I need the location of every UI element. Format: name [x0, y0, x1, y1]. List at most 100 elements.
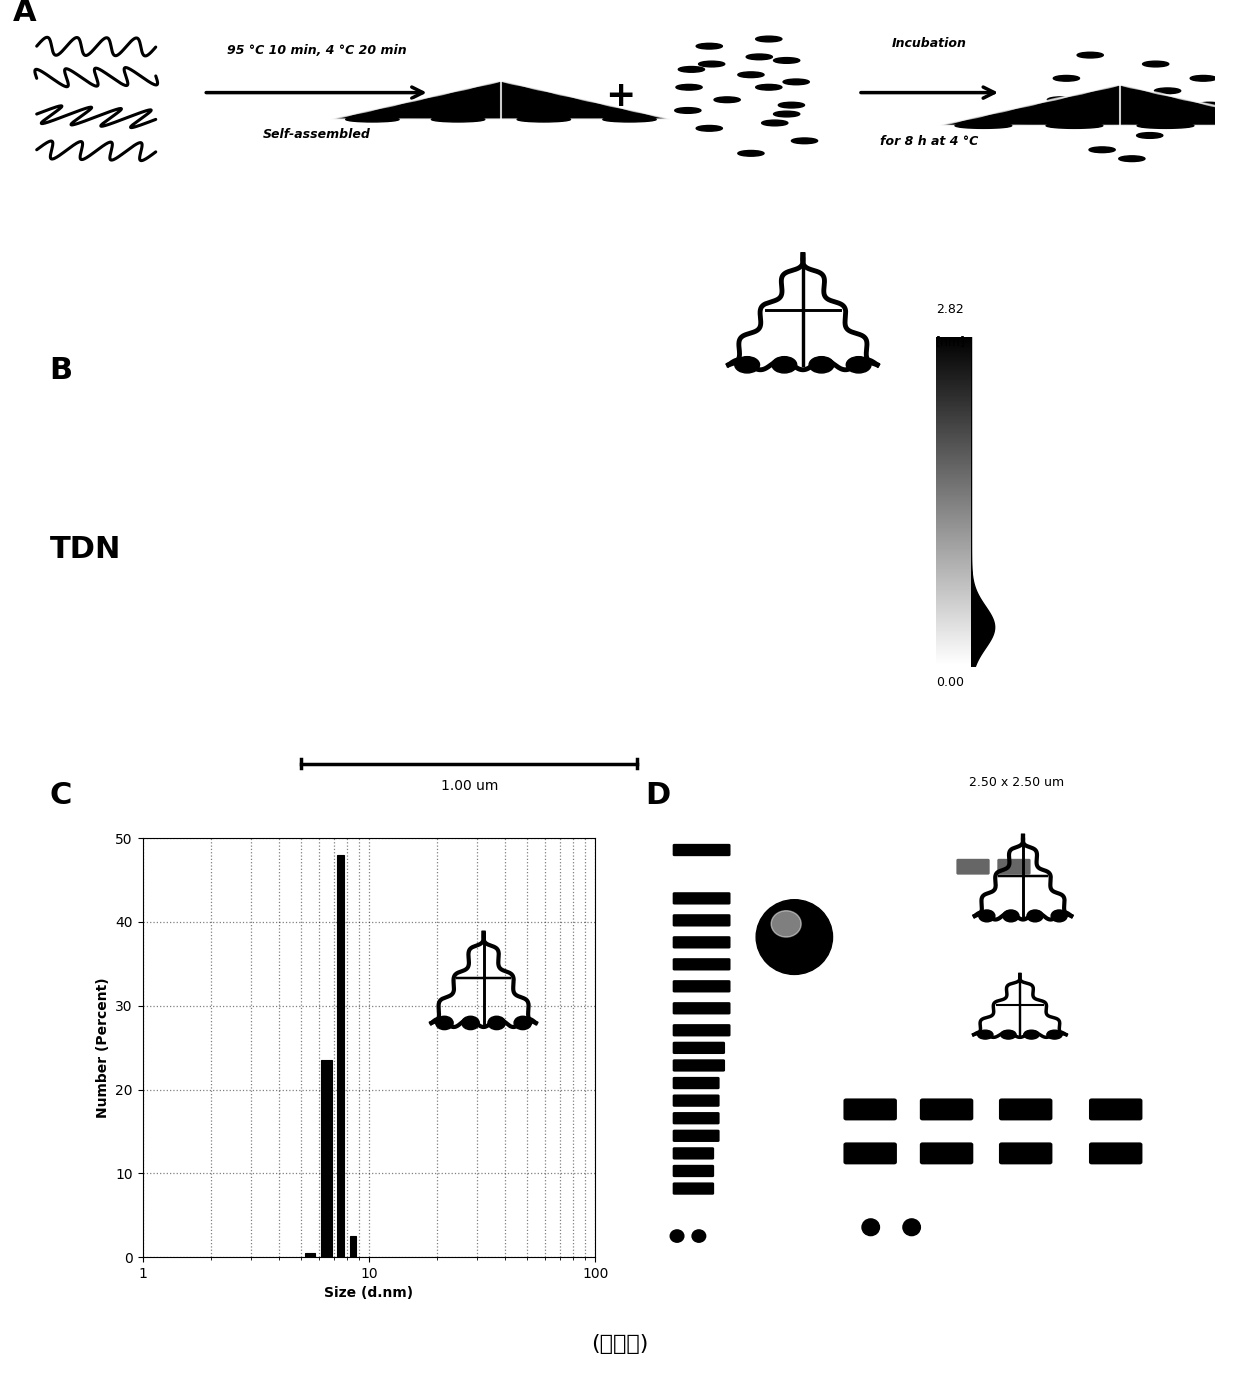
Bar	[305, 1253, 315, 1257]
Ellipse shape	[755, 84, 782, 91]
Bar	[336, 855, 345, 1257]
Ellipse shape	[714, 98, 740, 103]
Text: A: A	[12, 0, 36, 27]
Ellipse shape	[955, 122, 1012, 128]
FancyBboxPatch shape	[920, 1098, 973, 1120]
Ellipse shape	[1154, 88, 1180, 93]
Ellipse shape	[746, 54, 773, 59]
FancyBboxPatch shape	[920, 1142, 973, 1164]
X-axis label: Size (d.nm): Size (d.nm)	[325, 1286, 413, 1300]
FancyBboxPatch shape	[672, 936, 730, 948]
Polygon shape	[330, 81, 672, 120]
Ellipse shape	[1078, 52, 1104, 58]
Ellipse shape	[1053, 120, 1080, 126]
Ellipse shape	[432, 117, 485, 122]
Text: 0.00: 0.00	[936, 676, 965, 688]
Polygon shape	[937, 85, 1240, 125]
Ellipse shape	[696, 44, 723, 49]
FancyBboxPatch shape	[672, 1059, 725, 1072]
Text: [nm]: [nm]	[936, 335, 966, 348]
Ellipse shape	[435, 1017, 453, 1029]
Ellipse shape	[603, 117, 656, 122]
Ellipse shape	[761, 120, 787, 126]
FancyBboxPatch shape	[672, 914, 730, 926]
FancyBboxPatch shape	[672, 844, 730, 856]
FancyBboxPatch shape	[672, 1129, 719, 1142]
Ellipse shape	[696, 125, 723, 131]
Ellipse shape	[1001, 1030, 1016, 1039]
Text: Incubation: Incubation	[892, 37, 967, 49]
FancyBboxPatch shape	[956, 859, 990, 875]
Ellipse shape	[698, 62, 724, 67]
FancyBboxPatch shape	[672, 1165, 714, 1178]
Ellipse shape	[461, 1017, 479, 1029]
Ellipse shape	[692, 1230, 706, 1242]
Ellipse shape	[773, 357, 797, 372]
Y-axis label: Number (Percent): Number (Percent)	[95, 977, 109, 1118]
FancyBboxPatch shape	[997, 859, 1030, 875]
Ellipse shape	[791, 137, 817, 144]
Text: 2.50 x 2.50 um: 2.50 x 2.50 um	[970, 776, 1064, 789]
FancyBboxPatch shape	[843, 1142, 897, 1164]
Ellipse shape	[978, 910, 994, 922]
Ellipse shape	[755, 36, 782, 41]
FancyBboxPatch shape	[999, 1142, 1053, 1164]
FancyBboxPatch shape	[672, 1183, 714, 1195]
Ellipse shape	[1053, 76, 1080, 81]
FancyBboxPatch shape	[672, 958, 730, 970]
Bar	[321, 1061, 332, 1257]
Ellipse shape	[862, 1219, 879, 1235]
Text: +: +	[605, 80, 635, 113]
Ellipse shape	[515, 1017, 532, 1029]
FancyBboxPatch shape	[672, 1095, 719, 1107]
Ellipse shape	[738, 71, 764, 77]
Text: Self-assembled: Self-assembled	[263, 128, 371, 142]
Ellipse shape	[808, 357, 833, 372]
FancyBboxPatch shape	[1089, 1098, 1142, 1120]
Ellipse shape	[1089, 147, 1115, 153]
FancyBboxPatch shape	[1089, 1142, 1142, 1164]
FancyBboxPatch shape	[672, 980, 730, 992]
Text: (下页续): (下页续)	[591, 1334, 649, 1353]
Ellipse shape	[903, 1219, 920, 1235]
Ellipse shape	[678, 66, 704, 73]
Ellipse shape	[977, 1030, 993, 1039]
Text: 1.00 um: 1.00 um	[440, 779, 498, 793]
Ellipse shape	[1197, 102, 1223, 109]
Ellipse shape	[1048, 98, 1074, 103]
Ellipse shape	[1003, 910, 1019, 922]
Text: 2.82: 2.82	[936, 304, 963, 316]
Ellipse shape	[774, 111, 800, 117]
FancyBboxPatch shape	[843, 1098, 897, 1120]
Ellipse shape	[1047, 1030, 1063, 1039]
FancyBboxPatch shape	[672, 892, 730, 904]
Ellipse shape	[779, 102, 805, 109]
Ellipse shape	[738, 151, 764, 157]
Text: D: D	[645, 780, 670, 809]
FancyBboxPatch shape	[672, 1002, 730, 1014]
Text: TDN: TDN	[50, 534, 122, 565]
Ellipse shape	[735, 357, 760, 372]
Ellipse shape	[846, 357, 870, 372]
Text: 95 °C 10 min, 4 °C 20 min: 95 °C 10 min, 4 °C 20 min	[227, 44, 407, 56]
Ellipse shape	[1190, 76, 1216, 81]
FancyBboxPatch shape	[672, 1147, 714, 1160]
Ellipse shape	[1047, 122, 1102, 128]
Ellipse shape	[1161, 107, 1187, 113]
Text: C: C	[50, 780, 72, 809]
Ellipse shape	[1229, 122, 1240, 128]
Ellipse shape	[1024, 1030, 1039, 1039]
Ellipse shape	[1137, 122, 1194, 128]
Ellipse shape	[771, 911, 801, 937]
Ellipse shape	[1137, 133, 1163, 139]
Ellipse shape	[346, 117, 399, 122]
Ellipse shape	[1027, 910, 1043, 922]
Ellipse shape	[676, 84, 702, 91]
FancyBboxPatch shape	[672, 1041, 725, 1054]
Ellipse shape	[1142, 62, 1169, 67]
Ellipse shape	[670, 1230, 684, 1242]
Ellipse shape	[774, 58, 800, 63]
Ellipse shape	[675, 107, 701, 113]
Ellipse shape	[1052, 910, 1068, 922]
Text: for 8 h at 4 °C: for 8 h at 4 °C	[880, 136, 978, 148]
